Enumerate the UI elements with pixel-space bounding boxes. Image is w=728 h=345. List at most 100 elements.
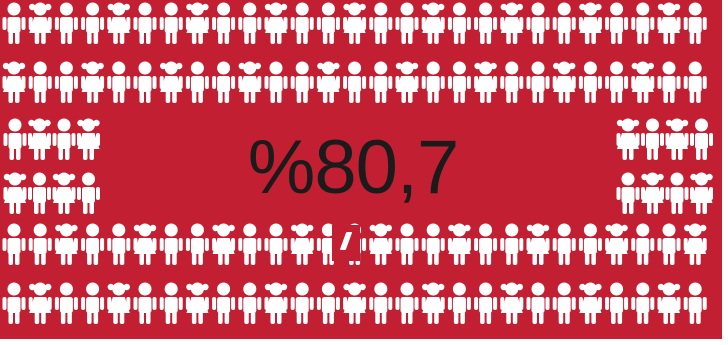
child-icon bbox=[316, 61, 340, 103]
child-icon bbox=[159, 223, 183, 265]
child-icon bbox=[343, 282, 367, 324]
child-icon bbox=[526, 282, 550, 324]
child-icon bbox=[54, 223, 78, 265]
child-icon bbox=[421, 2, 445, 44]
child-icon bbox=[421, 282, 445, 324]
child-icon bbox=[159, 282, 183, 324]
child-icon bbox=[2, 282, 26, 324]
child-icon bbox=[578, 61, 602, 103]
child-icon bbox=[3, 172, 27, 214]
child-icon bbox=[264, 61, 288, 103]
child-icon bbox=[474, 2, 498, 44]
child-icon bbox=[52, 118, 76, 160]
child-icon bbox=[683, 61, 707, 103]
child-icon bbox=[81, 282, 105, 324]
child-icon bbox=[369, 223, 393, 265]
child-icon bbox=[316, 2, 340, 44]
child-icon bbox=[605, 61, 629, 103]
child-icon bbox=[447, 2, 471, 44]
child-icon bbox=[133, 282, 157, 324]
child-icon bbox=[578, 282, 602, 324]
child-icon bbox=[395, 223, 419, 265]
child-icon bbox=[395, 2, 419, 44]
child-icon bbox=[631, 61, 655, 103]
child-icon bbox=[578, 223, 602, 265]
child-icon bbox=[28, 172, 51, 214]
child-icon bbox=[28, 61, 52, 103]
child-icon bbox=[447, 282, 471, 324]
child-icon bbox=[54, 2, 78, 44]
child-icon bbox=[369, 282, 393, 324]
child-icon bbox=[238, 282, 262, 324]
child-icon bbox=[605, 2, 629, 44]
child-icon bbox=[474, 282, 498, 324]
child-icon bbox=[52, 172, 76, 214]
child-icon bbox=[447, 61, 471, 103]
child-icon bbox=[2, 2, 26, 44]
child-icon bbox=[552, 2, 576, 44]
child-icon bbox=[54, 282, 78, 324]
child-icon bbox=[683, 282, 707, 324]
child-icon bbox=[133, 2, 157, 44]
child-icon bbox=[665, 118, 689, 160]
child-icon bbox=[264, 223, 288, 265]
child-icon bbox=[552, 61, 576, 103]
child-icon bbox=[2, 61, 26, 103]
child-icon bbox=[500, 2, 524, 44]
child-icon bbox=[3, 118, 27, 160]
child-icon bbox=[107, 282, 131, 324]
child-icon bbox=[578, 2, 602, 44]
child-icon bbox=[2, 223, 26, 265]
child-icon bbox=[133, 61, 157, 103]
child-icon bbox=[81, 223, 105, 265]
child-icon bbox=[107, 223, 131, 265]
child-icon bbox=[631, 282, 655, 324]
child-icon bbox=[343, 2, 367, 44]
child-icon bbox=[421, 223, 445, 265]
child-icon bbox=[28, 282, 52, 324]
child-icon bbox=[605, 282, 629, 324]
child-icon bbox=[690, 172, 713, 214]
child-icon bbox=[212, 2, 236, 44]
child-icon bbox=[107, 2, 131, 44]
child-icon bbox=[185, 223, 209, 265]
child-icon bbox=[605, 223, 629, 265]
child-icon bbox=[343, 61, 367, 103]
statistic-value: %80,7 bbox=[247, 125, 460, 210]
child-icon bbox=[133, 223, 157, 265]
child-icon bbox=[631, 2, 655, 44]
child-icon bbox=[81, 61, 105, 103]
child-icon bbox=[474, 61, 498, 103]
child-icon bbox=[185, 282, 209, 324]
child-icon bbox=[641, 172, 664, 214]
child-icon bbox=[54, 61, 78, 103]
child-icon bbox=[500, 282, 524, 324]
child-icon bbox=[264, 282, 288, 324]
children-figures bbox=[2, 2, 713, 324]
child-icon bbox=[185, 61, 209, 103]
child-icon bbox=[641, 118, 664, 160]
child-icon bbox=[290, 2, 314, 44]
child-icon bbox=[238, 2, 262, 44]
child-icon bbox=[77, 172, 100, 214]
child-icon bbox=[264, 2, 288, 44]
child-icon bbox=[616, 172, 640, 214]
child-icon bbox=[290, 282, 314, 324]
child-icon bbox=[159, 2, 183, 44]
child-icon bbox=[316, 282, 340, 324]
child-icon bbox=[290, 223, 314, 265]
child-icon bbox=[290, 61, 314, 103]
child-icon bbox=[185, 2, 209, 44]
child-icon bbox=[238, 61, 262, 103]
child-icon bbox=[526, 61, 550, 103]
child-icon bbox=[500, 61, 524, 103]
child-icon bbox=[657, 2, 681, 44]
child-icon bbox=[631, 223, 655, 265]
child-icon bbox=[552, 223, 576, 265]
child-icon bbox=[690, 118, 713, 160]
child-icon bbox=[657, 282, 681, 324]
child-icon bbox=[159, 61, 183, 103]
child-icon bbox=[665, 172, 689, 214]
child-icon bbox=[212, 282, 236, 324]
child-icon bbox=[212, 61, 236, 103]
